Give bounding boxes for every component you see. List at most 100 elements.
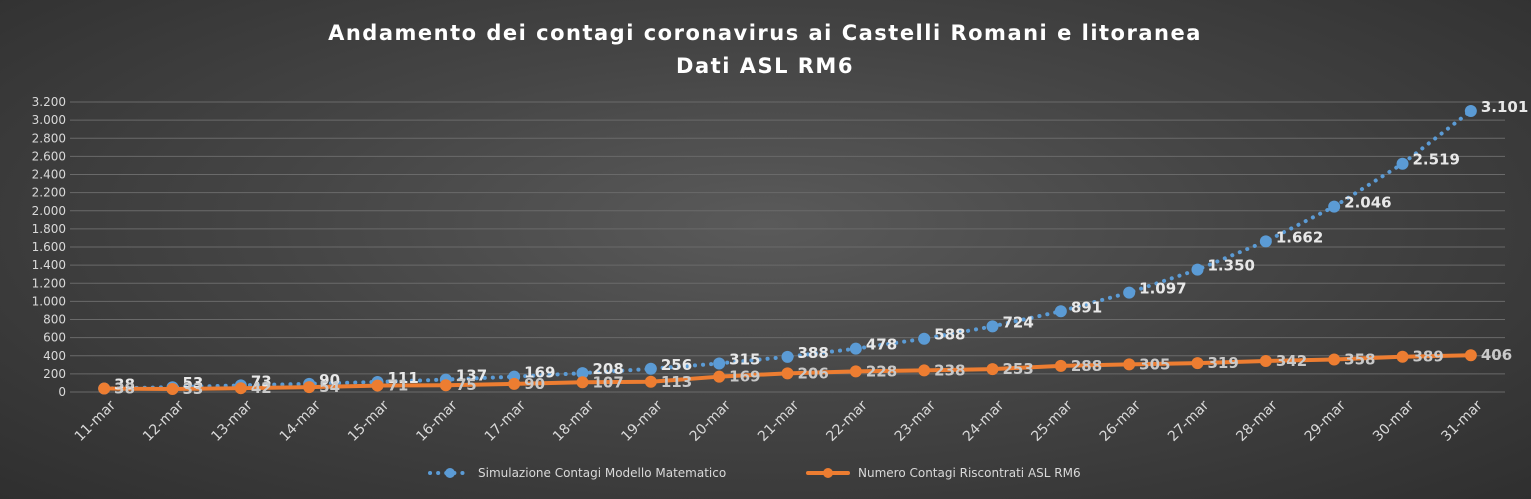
y-tick-label: 1.800 xyxy=(32,222,66,236)
x-tick-label: 28-mar xyxy=(1233,397,1280,444)
series-0-data-label: 73 xyxy=(251,372,272,390)
series-0-point xyxy=(1191,263,1204,276)
series-1-data-label: 358 xyxy=(1344,351,1375,369)
x-tick-label: 23-mar xyxy=(892,397,939,444)
series-0-data-label: 169 xyxy=(524,364,555,382)
series-1-data-label: 253 xyxy=(1003,360,1034,378)
series-0-data-label: 478 xyxy=(866,336,897,354)
series-1-point xyxy=(1123,358,1136,371)
y-tick-label: 400 xyxy=(43,349,66,363)
series-1-data-label: 33 xyxy=(183,380,204,398)
y-tick-label: 800 xyxy=(43,313,66,327)
series-1-point xyxy=(1259,355,1272,368)
series-1-point xyxy=(713,370,726,383)
series-0-data-label: 891 xyxy=(1071,298,1102,316)
y-tick-label: 200 xyxy=(43,367,66,381)
x-tick-label: 12-mar xyxy=(140,397,187,444)
y-tick-label: 600 xyxy=(43,331,66,345)
y-tick-label: 3.200 xyxy=(32,95,66,109)
series-1-data-label: 305 xyxy=(1139,355,1170,373)
series-1-data-label: 288 xyxy=(1071,357,1102,375)
series-0-point xyxy=(918,332,931,345)
series-1-data-label: 42 xyxy=(251,379,272,397)
y-tick-label: 3.000 xyxy=(32,113,66,127)
series-1-data-label: 38 xyxy=(114,380,135,398)
series-0-data-label: 208 xyxy=(593,360,624,378)
grid-lines xyxy=(70,101,1505,393)
legend: Simulazione Contagi Modello Matematico Nu… xyxy=(428,466,1081,480)
y-tick-label: 1.200 xyxy=(32,276,66,290)
y-tick-label: 2.800 xyxy=(32,131,66,145)
series-0-data-label: 256 xyxy=(661,356,692,374)
series-0-point xyxy=(1328,200,1341,213)
series-1-point xyxy=(1191,357,1204,370)
series-1-point xyxy=(918,364,931,377)
series-0-point xyxy=(781,350,794,363)
series-0-point xyxy=(713,357,726,370)
series-1-data-label: 406 xyxy=(1481,346,1512,364)
series-0-data-label: 724 xyxy=(1003,313,1034,331)
x-tick-label: 17-mar xyxy=(482,397,529,444)
series-0-data-label: 90 xyxy=(319,371,340,389)
series-1-point xyxy=(986,363,999,376)
x-tick-label: 18-mar xyxy=(550,397,597,444)
x-tick-label: 13-mar xyxy=(208,397,255,444)
series-0-point xyxy=(644,362,657,375)
series-1-data-label: 54 xyxy=(319,378,340,396)
series-1-data-label: 107 xyxy=(593,373,624,391)
x-tick-label: 30-mar xyxy=(1370,397,1417,444)
series-0-data-label: 315 xyxy=(729,350,760,368)
y-tick-label: 2.200 xyxy=(32,186,66,200)
series-1-data-label: 319 xyxy=(1208,354,1239,372)
series-1-data-label: 90 xyxy=(524,375,545,393)
series-0-point xyxy=(1259,235,1272,248)
series-1-point xyxy=(508,377,521,390)
series-0-point xyxy=(1054,305,1067,318)
x-axis: 11-mar 12-mar 13-mar 14-mar 15-mar 16-mar 17-m… xyxy=(72,397,1486,444)
y-axis: 0 200 400 600 800 1.000 1.200 1.400 1.600 1.800 2.… xyxy=(32,95,66,399)
chart-title: Andamento dei contagi coronavirus ai Cas… xyxy=(328,21,1202,45)
x-tick-label: 29-mar xyxy=(1302,397,1349,444)
series-0-data-label: 388 xyxy=(798,344,829,362)
legend-label-0: Simulazione Contagi Modello Matematico xyxy=(478,466,726,480)
series-1-data-label: 342 xyxy=(1276,352,1307,370)
y-tick-label: 2.000 xyxy=(32,204,66,218)
y-tick-label: 1.000 xyxy=(32,294,66,308)
series-0-data-label: 588 xyxy=(934,326,965,344)
y-tick-label: 1.400 xyxy=(32,258,66,272)
x-tick-label: 19-mar xyxy=(618,397,665,444)
series-0-data-label: 53 xyxy=(183,374,204,392)
series-0-data-label: 38 xyxy=(114,376,135,394)
series-1-data-label: 206 xyxy=(798,364,829,382)
series-0-point xyxy=(986,320,999,333)
series-1-data-label: 228 xyxy=(866,362,897,380)
series-0-data-label: 1.097 xyxy=(1139,280,1186,298)
series-0-data-label: 137 xyxy=(456,367,487,385)
x-tick-label: 22-mar xyxy=(823,397,870,444)
series-1-point xyxy=(849,365,862,378)
x-tick-label: 16-mar xyxy=(413,397,460,444)
series-0-data-label: 111 xyxy=(388,369,419,387)
series-1-point xyxy=(1054,359,1067,372)
series-0-point xyxy=(1464,104,1477,117)
x-tick-label: 11-mar xyxy=(72,397,119,444)
series-0-point xyxy=(849,342,862,355)
series-1-point xyxy=(781,367,794,380)
series-1-data-label: 113 xyxy=(661,373,692,391)
legend-marker-1 xyxy=(823,468,833,478)
series-1-point xyxy=(234,382,247,395)
series-1-point xyxy=(644,375,657,388)
series-1-data-label: 71 xyxy=(388,377,409,395)
series-1-point xyxy=(303,381,316,394)
x-tick-label: 24-mar xyxy=(960,397,1007,444)
data-labels: 38 53 73 90 111 137 169 208 256 315 388 478 588 724 89… xyxy=(114,98,1528,398)
series-1-point xyxy=(1328,353,1341,366)
series-1-data-label: 169 xyxy=(729,368,760,386)
y-tick-label: 2.600 xyxy=(32,149,66,163)
series-0-point xyxy=(1123,286,1136,299)
x-tick-label: 21-mar xyxy=(755,397,802,444)
series-0-data-label: 3.101 xyxy=(1481,98,1528,116)
series-1-point xyxy=(1464,349,1477,362)
y-tick-label: 0 xyxy=(58,385,66,399)
